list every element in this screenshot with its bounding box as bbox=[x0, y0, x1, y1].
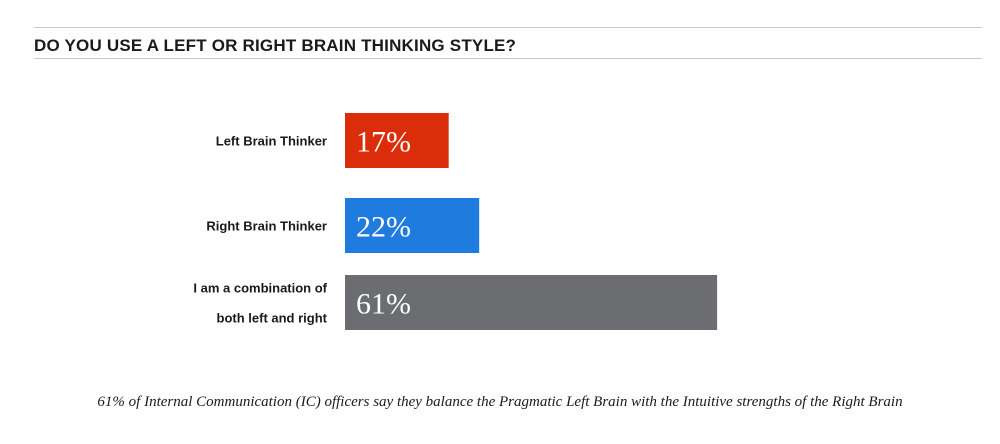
bar-1 bbox=[345, 113, 449, 168]
category-label-3-line-2: both left and right bbox=[217, 311, 328, 326]
chart-title: DO YOU USE A LEFT OR RIGHT BRAIN THINKIN… bbox=[34, 36, 517, 55]
top-divider bbox=[34, 27, 982, 28]
title-underline bbox=[34, 58, 982, 59]
bar-value-label-3: 61% bbox=[356, 288, 411, 321]
bar-value-label-2: 22% bbox=[356, 211, 411, 244]
bar-2 bbox=[345, 198, 480, 253]
category-label-1: Left Brain Thinker bbox=[216, 134, 327, 149]
bar-3 bbox=[345, 275, 718, 330]
bar-value-label-1: 17% bbox=[356, 126, 411, 159]
chart-footnote: 61% of Internal Communication (IC) offic… bbox=[97, 394, 903, 410]
category-label-3-line-1: I am a combination of bbox=[193, 281, 327, 296]
category-label-2: Right Brain Thinker bbox=[206, 219, 327, 234]
